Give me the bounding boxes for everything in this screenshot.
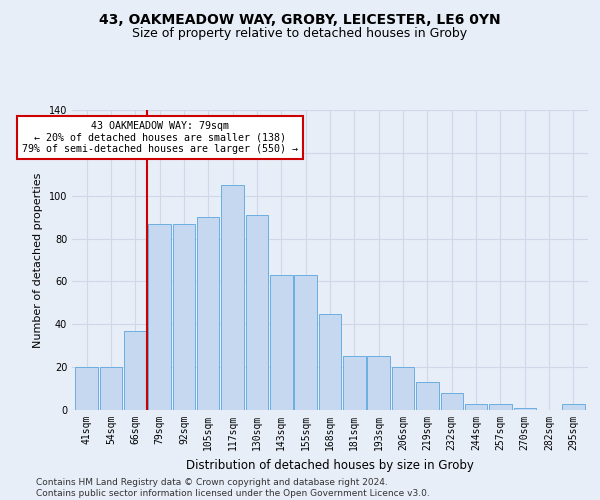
Bar	[489, 404, 512, 410]
Bar	[392, 367, 414, 410]
Bar	[124, 330, 146, 410]
Bar	[367, 356, 390, 410]
Bar	[76, 367, 98, 410]
Bar	[416, 382, 439, 410]
Y-axis label: Number of detached properties: Number of detached properties	[33, 172, 43, 348]
Bar	[440, 393, 463, 410]
Text: Distribution of detached houses by size in Groby: Distribution of detached houses by size …	[186, 458, 474, 471]
Bar	[221, 185, 244, 410]
Bar	[148, 224, 171, 410]
Text: Size of property relative to detached houses in Groby: Size of property relative to detached ho…	[133, 28, 467, 40]
Bar	[295, 275, 317, 410]
Bar	[465, 404, 487, 410]
Bar	[514, 408, 536, 410]
Bar	[562, 404, 584, 410]
Text: Contains HM Land Registry data © Crown copyright and database right 2024.
Contai: Contains HM Land Registry data © Crown c…	[36, 478, 430, 498]
Text: 43, OAKMEADOW WAY, GROBY, LEICESTER, LE6 0YN: 43, OAKMEADOW WAY, GROBY, LEICESTER, LE6…	[99, 12, 501, 26]
Bar	[100, 367, 122, 410]
Bar	[173, 224, 195, 410]
Bar	[270, 275, 293, 410]
Bar	[246, 215, 268, 410]
Bar	[319, 314, 341, 410]
Bar	[343, 356, 365, 410]
Text: 43 OAKMEADOW WAY: 79sqm
← 20% of detached houses are smaller (138)
79% of semi-d: 43 OAKMEADOW WAY: 79sqm ← 20% of detache…	[22, 120, 298, 154]
Bar	[197, 217, 220, 410]
